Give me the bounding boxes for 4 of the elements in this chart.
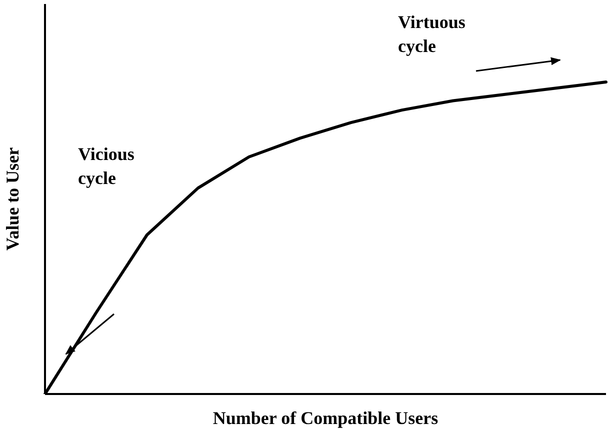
x-axis-title: Number of Compatible Users xyxy=(212,408,438,428)
text: Virtuous cycle xyxy=(398,11,466,58)
annotation: Vicious cycle xyxy=(78,143,136,190)
y-axis-title: Value to User xyxy=(2,147,22,251)
